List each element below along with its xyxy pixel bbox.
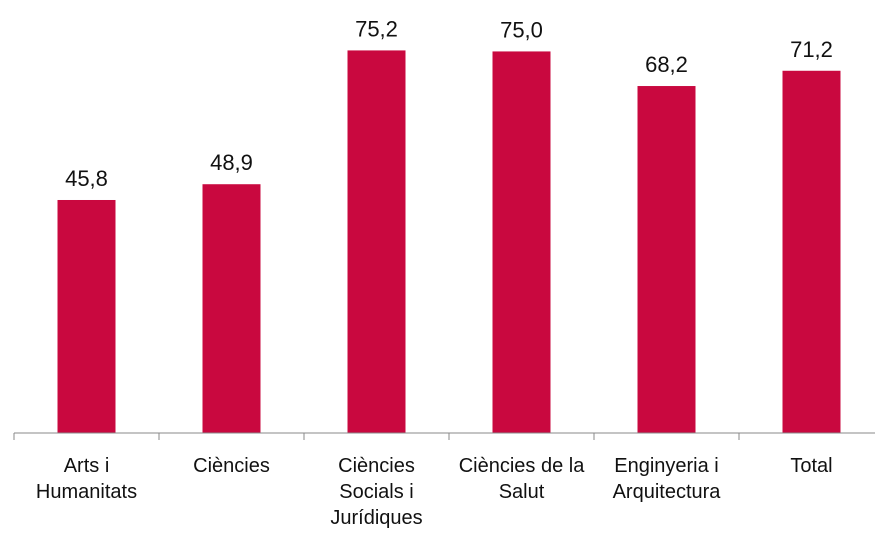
data-label: 45,8 (65, 166, 108, 191)
bar (637, 86, 696, 433)
data-label: 48,9 (210, 150, 253, 175)
x-tick-label: Enginyeria i Arquitectura (612, 455, 721, 503)
data-label: 68,2 (645, 52, 688, 77)
bar (347, 50, 406, 434)
data-label: 75,2 (355, 16, 398, 41)
bar (57, 199, 116, 433)
x-tick-label: Ciències (193, 455, 270, 477)
data-label: 71,2 (790, 37, 833, 62)
data-label: 75,0 (500, 17, 543, 42)
bar (782, 70, 841, 434)
x-tick-label: Arts i Humanitats (35, 455, 138, 503)
x-tick-label: Total (790, 455, 833, 477)
x-tick-label: Ciències Socials i Jurídiques (330, 455, 423, 529)
bar (492, 51, 551, 433)
bar (202, 184, 261, 433)
x-tick-label: Ciències de la Salut (458, 455, 585, 503)
